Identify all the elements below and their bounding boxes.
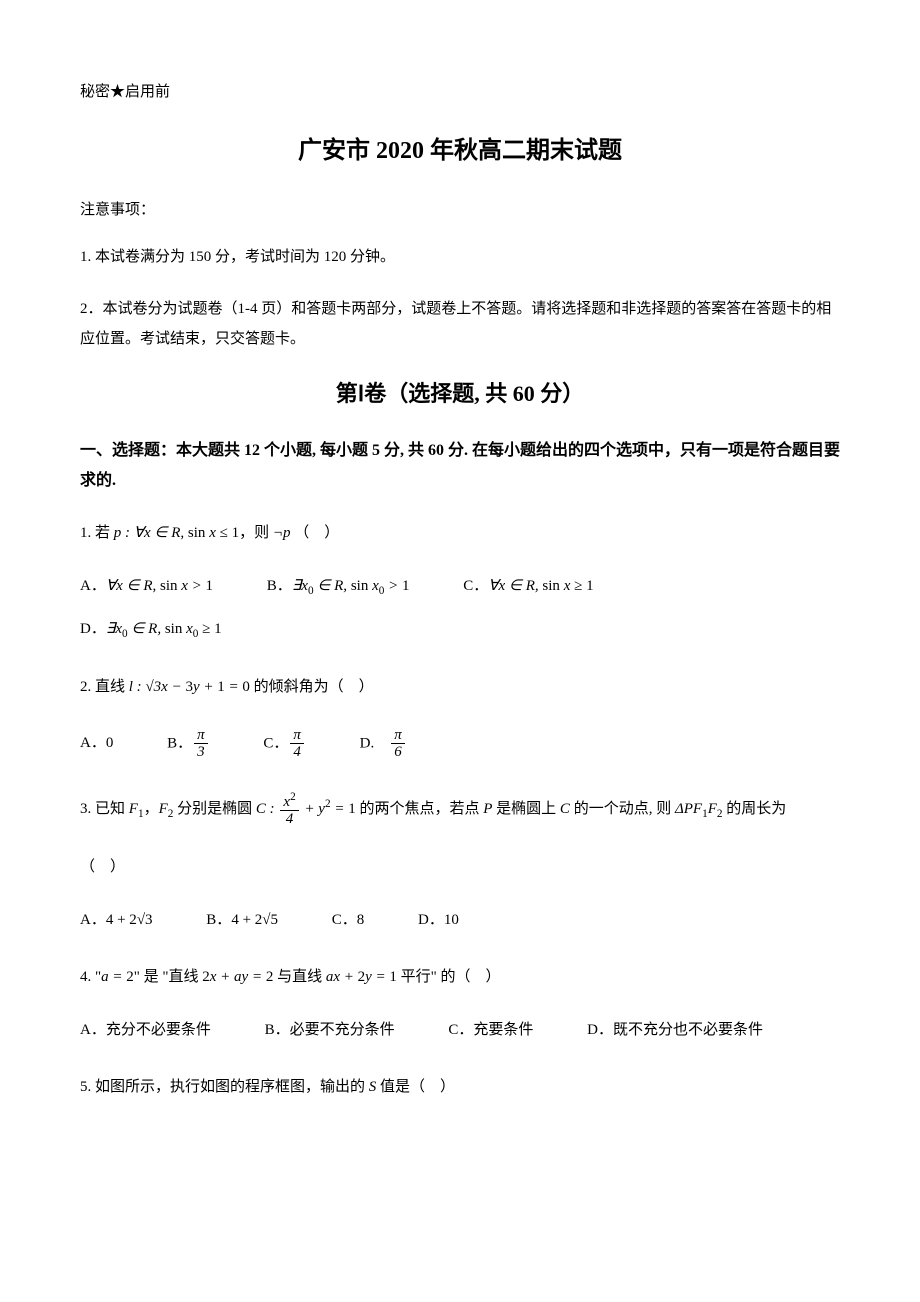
question-4: 4. "a = 2" 是 "直线 2x + ay = 2 与直线 ax + 2y… bbox=[80, 964, 840, 991]
q2-choices: A．0 B．π3 C．π4 D. π6 bbox=[80, 727, 840, 761]
section-desc: 一、选择题：本大题共 12 个小题, 每小题 5 分, 共 60 分. 在每小题… bbox=[80, 436, 840, 497]
q4-choice-d: D．既不充分也不必要条件 bbox=[587, 1017, 763, 1044]
q3-choice-c: C．8 bbox=[332, 907, 365, 934]
notice-item-2: 2．本试卷分为试题卷（1-4 页）和答题卡两部分，试题卷上不答题。请将选择题和非… bbox=[80, 294, 840, 354]
q1-choice-b: B．∃x0 ∈ R, sin x0 > 1 bbox=[267, 573, 410, 601]
notice-header: 注意事项： bbox=[80, 198, 840, 222]
q2-choice-d: D. π6 bbox=[360, 727, 407, 761]
notice-item-1: 1. 本试卷满分为 150 分，考试时间为 120 分钟。 bbox=[80, 242, 840, 272]
q1-paren: （ ） bbox=[294, 525, 339, 541]
q2-prefix: 2. 直线 bbox=[80, 679, 129, 695]
q1-choice-a: A．∀x ∈ R, sin x > 1 bbox=[80, 573, 213, 600]
q1-math: p : ∀x ∈ R, sin x ≤ bbox=[114, 525, 232, 541]
q4-choice-a: A．充分不必要条件 bbox=[80, 1017, 211, 1044]
q2-math: l : √3x − 3y + 1 = 0 bbox=[129, 679, 250, 695]
question-2: 2. 直线 l : √3x − 3y + 1 = 0 的倾斜角为（ ） bbox=[80, 674, 840, 701]
q1-choices: A．∀x ∈ R, sin x > 1 B．∃x0 ∈ R, sin x0 > … bbox=[80, 573, 840, 644]
q3-choice-a: A．4 + 2√3 bbox=[80, 907, 153, 934]
confidential-label: 秘密★启用前 bbox=[80, 80, 840, 104]
question-3-paren: （ ） bbox=[80, 854, 840, 881]
question-5: 5. 如图所示，执行如图的程序框图，输出的 S 值是（ ） bbox=[80, 1074, 840, 1101]
q5-suffix: 值是（ ） bbox=[376, 1079, 455, 1095]
page-title: 广安市 2020 年秋高二期末试题 bbox=[80, 132, 840, 170]
q2-suffix: 的倾斜角为（ ） bbox=[250, 679, 374, 695]
q4-choices: A．充分不必要条件 B．必要不充分条件 C．充要条件 D．既不充分也不必要条件 bbox=[80, 1017, 840, 1044]
q1-prefix: 1. 若 bbox=[80, 525, 114, 541]
q1-choice-c: C．∀x ∈ R, sin x ≥ 1 bbox=[463, 573, 593, 600]
q3-prefix: 3. 已知 bbox=[80, 801, 129, 817]
section-title: 第Ⅰ卷（选择题, 共 60 分） bbox=[80, 376, 840, 411]
q1-choice-d: D．∃x0 ∈ R, sin x0 ≥ 1 bbox=[80, 616, 222, 644]
q4-choice-c: C．充要条件 bbox=[448, 1017, 533, 1044]
q3-choice-d: D．10 bbox=[418, 907, 459, 934]
q1-suffix: ，则 bbox=[239, 525, 273, 541]
q2-choice-a: A．0 bbox=[80, 730, 113, 757]
q4-prefix: 4. " bbox=[80, 969, 101, 985]
question-1: 1. 若 p : ∀x ∈ R, sin x ≤ 1，则 ¬p （ ） bbox=[80, 520, 840, 547]
q4-choice-b: B．必要不充分条件 bbox=[265, 1017, 395, 1044]
q3-choice-b: B．4 + 2√5 bbox=[206, 907, 278, 934]
q5-text: 5. 如图所示，执行如图的程序框图，输出的 bbox=[80, 1079, 369, 1095]
q2-choice-c: C．π4 bbox=[263, 727, 306, 761]
q2-choice-b: B．π3 bbox=[167, 727, 210, 761]
q1-neg: ¬p bbox=[273, 525, 291, 541]
q3-choices: A．4 + 2√3 B．4 + 2√5 C．8 D．10 bbox=[80, 907, 840, 934]
question-3: 3. 已知 F1，F2 分别是椭圆 C : x24 + y2 = 1 的两个焦点… bbox=[80, 791, 840, 828]
